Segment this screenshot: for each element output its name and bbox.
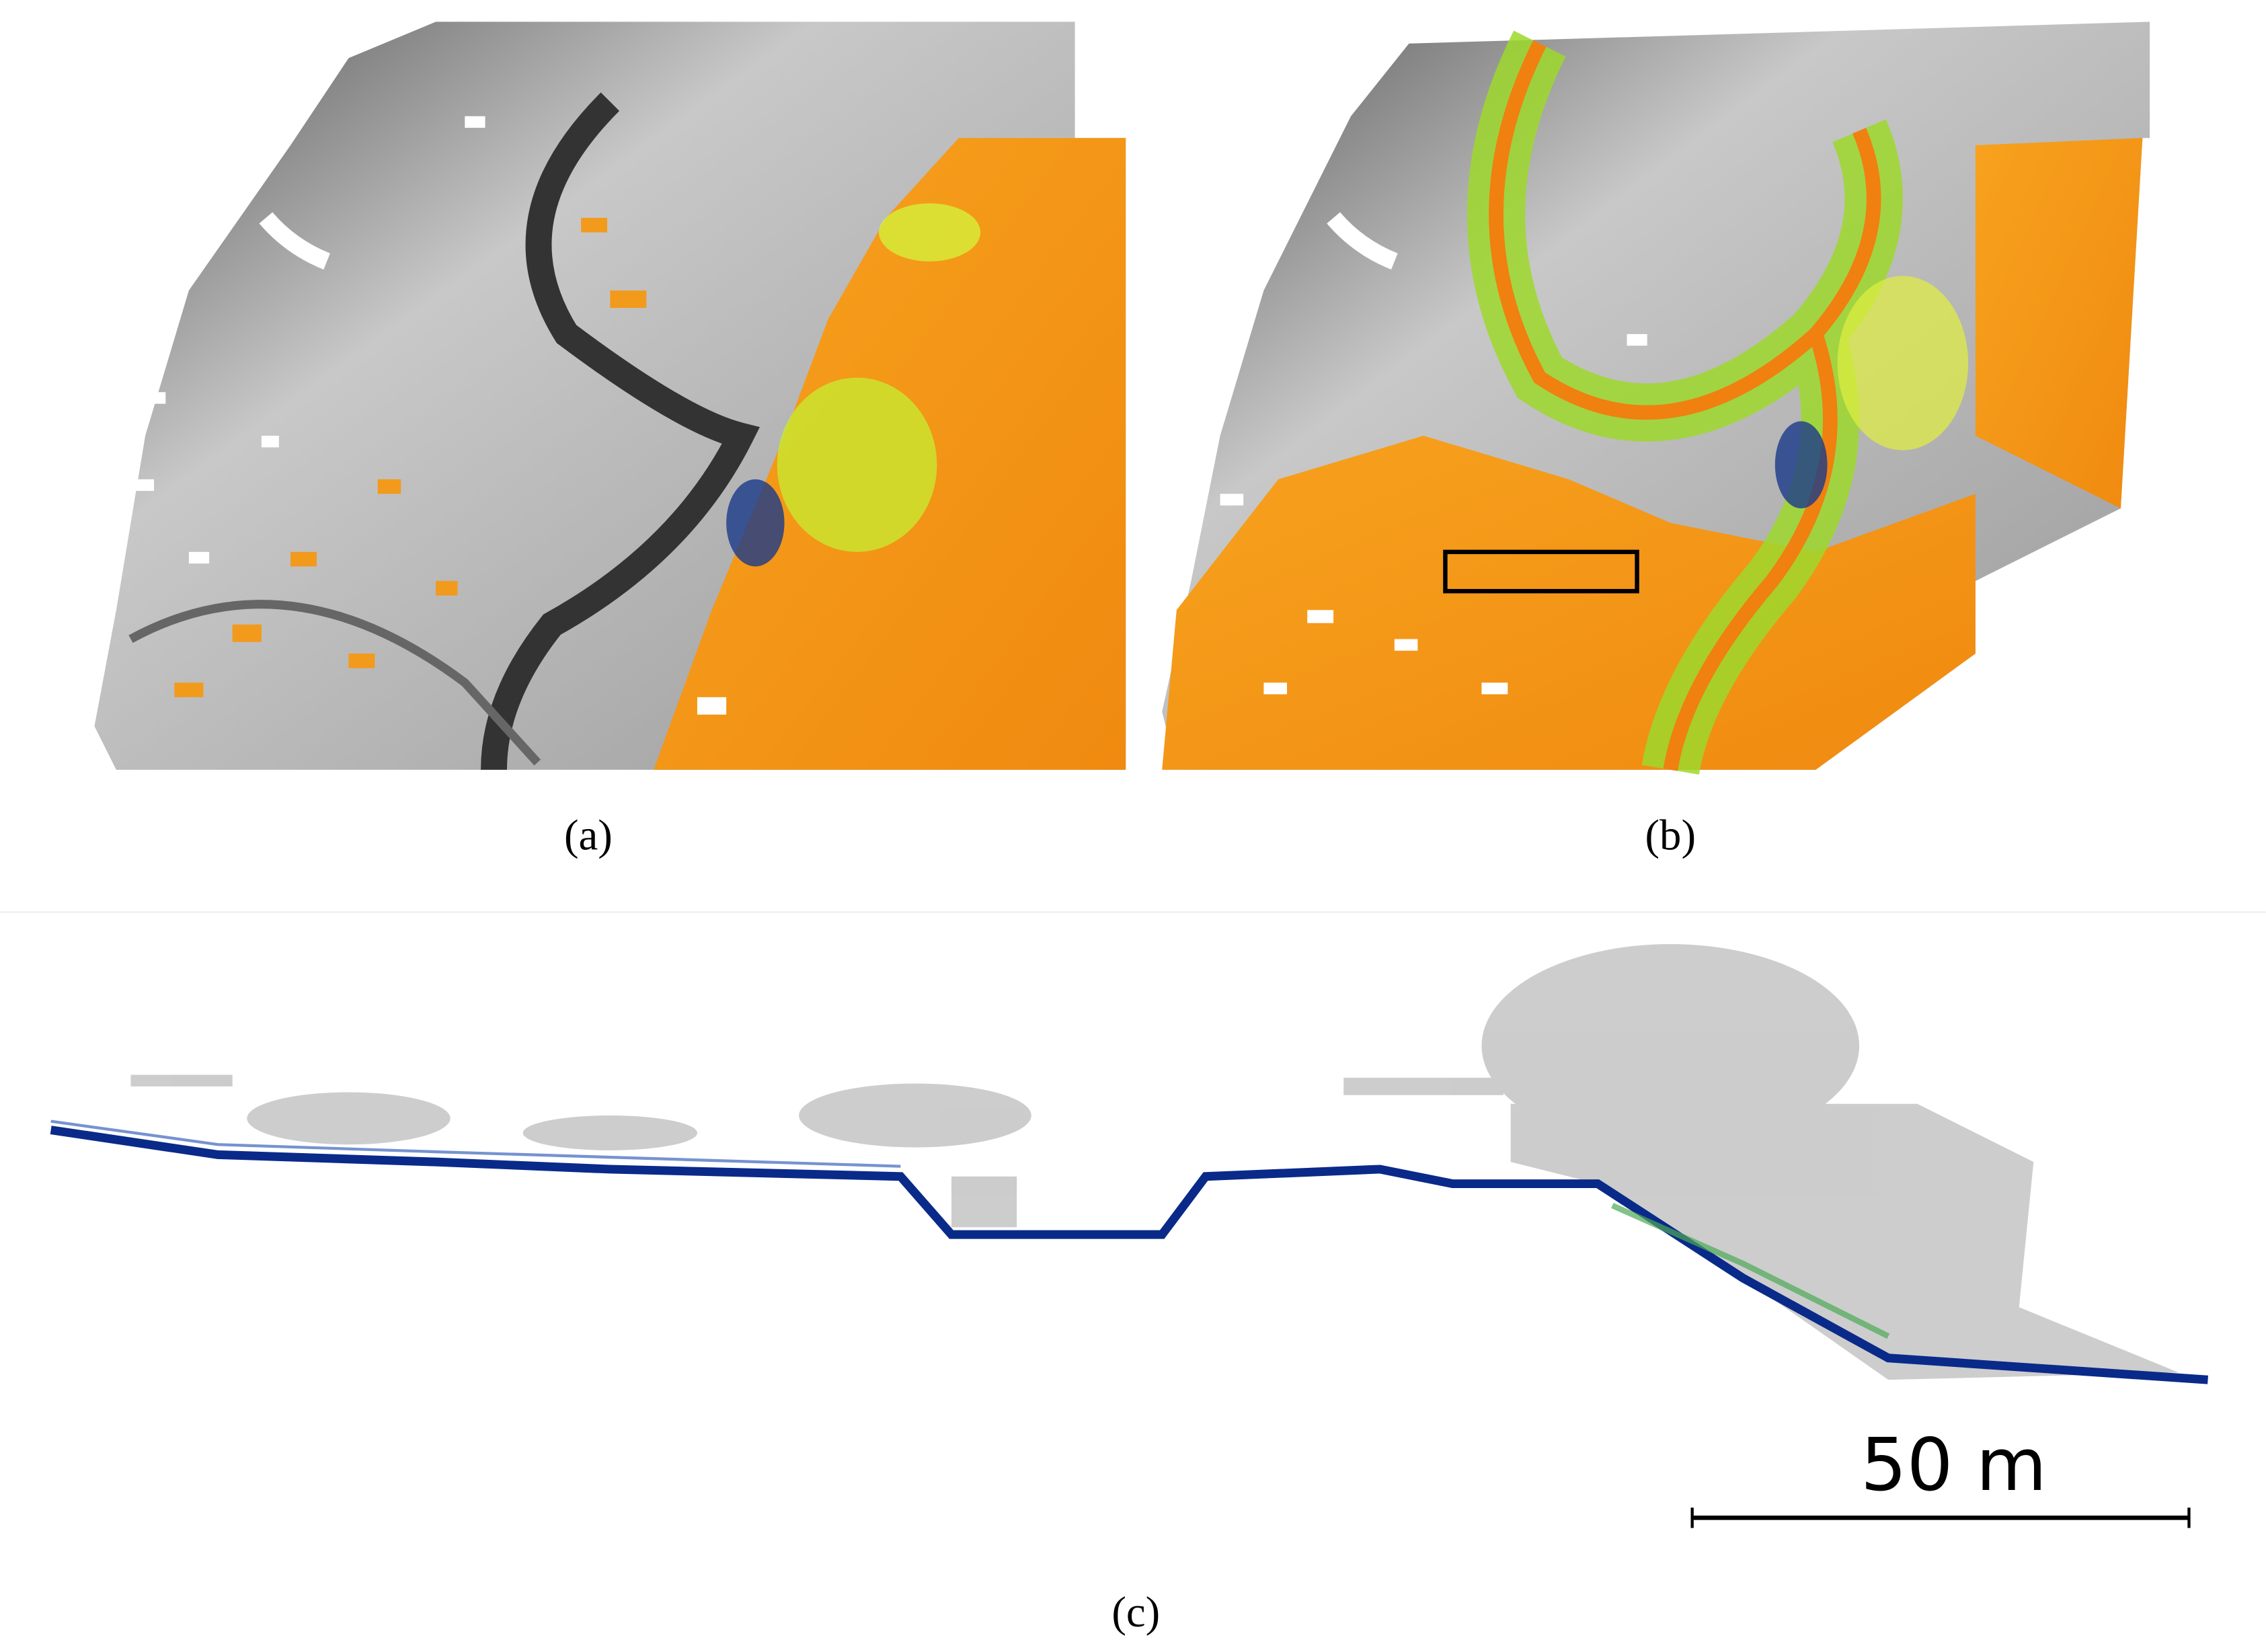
panel-c-image <box>50 944 2208 1384</box>
panel-label: (c) <box>1111 1588 1160 1637</box>
scale-bar-label: 50 m <box>1861 1423 2047 1507</box>
panel-a-image <box>94 22 1126 771</box>
panel-label: (b) <box>1645 811 1696 859</box>
panel-b-image <box>1162 22 2150 775</box>
panel-label: (a) <box>564 811 613 859</box>
